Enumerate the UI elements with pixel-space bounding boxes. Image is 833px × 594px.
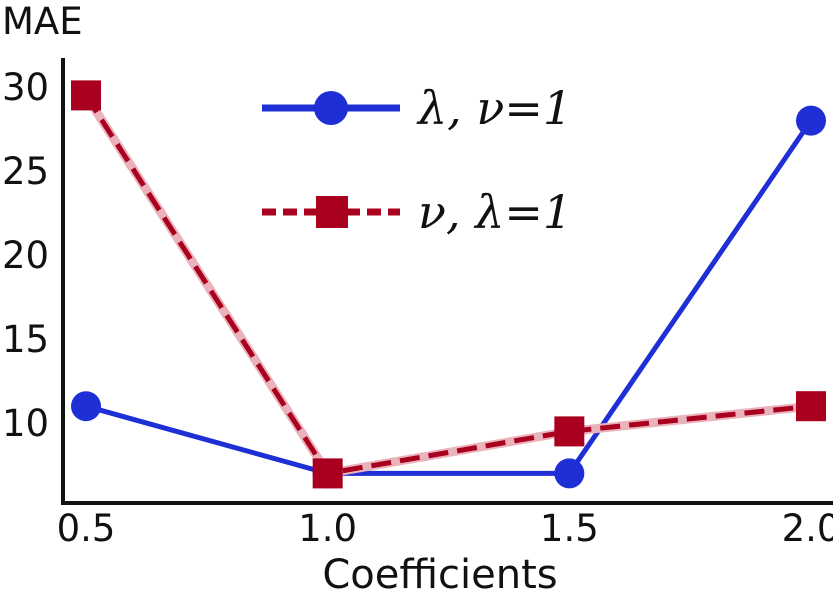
data-point-circle (71, 391, 101, 422)
legend-marker-1 (314, 91, 348, 125)
legend-label-1: λ, ν=1 (416, 81, 572, 135)
y-tick-labels: 10 15 20 25 30 (2, 66, 49, 445)
series-line (83, 94, 812, 476)
data-point-square (312, 458, 343, 489)
y-tick-label: 20 (2, 234, 49, 277)
y-tick-label: 25 (2, 150, 49, 193)
plot-lines (82, 92, 814, 478)
series-line (85, 119, 814, 476)
data-point-square (71, 80, 101, 111)
data-point-square (554, 416, 585, 447)
axes (61, 58, 833, 505)
x-tick-label: 1.5 (540, 507, 599, 550)
x-tick-labels: 0.5 1.0 1.5 2.0 (57, 507, 833, 550)
y-tick-label: 10 (2, 402, 49, 445)
data-point-circle (554, 458, 585, 489)
data-point-circle (796, 105, 826, 136)
y-tick-label: 30 (2, 66, 49, 109)
y-axis-label: MAE (2, 0, 83, 43)
y-tick-label: 15 (2, 318, 49, 361)
legend-marker-2 (316, 196, 348, 228)
plot-markers (71, 80, 826, 489)
data-point-square (796, 391, 826, 422)
legend-label-2: ν, λ=1 (418, 185, 572, 239)
x-axis-label: Coefficients (322, 552, 557, 594)
x-tick-label: 2.0 (782, 507, 833, 550)
x-tick-label: 0.5 (57, 507, 116, 550)
legend: λ, ν=1 ν, λ=1 (262, 81, 572, 239)
x-tick-label: 1.0 (298, 507, 357, 550)
